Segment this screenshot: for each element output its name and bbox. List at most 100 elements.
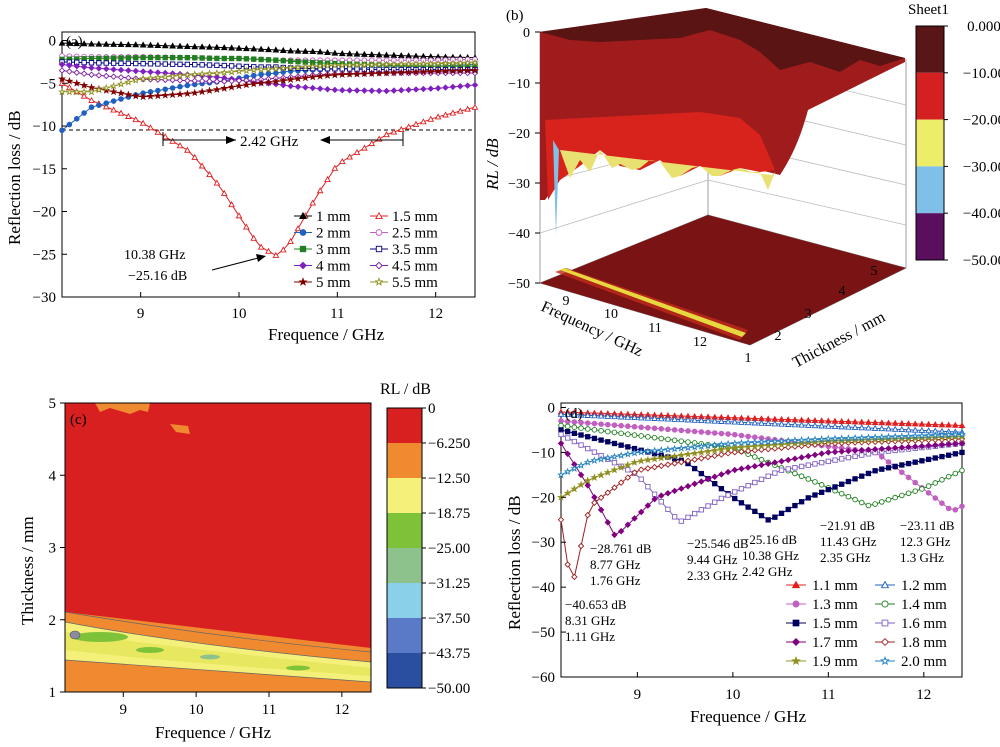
panel-a-data-point	[427, 115, 435, 122]
panel-d-data-point	[952, 470, 959, 477]
panel-a-data-point	[382, 68, 391, 77]
panel-d-data-point	[885, 496, 892, 503]
panel-a-xtick-label: 10	[232, 306, 247, 322]
panel-d-data-point	[938, 421, 946, 428]
panel-a-data-point	[147, 124, 154, 131]
panel-c-colorbar-label: −25.00	[428, 541, 470, 557]
panel-a-data-point	[323, 71, 332, 79]
panel-a-data-point	[375, 69, 383, 77]
panel-d-data-point	[959, 467, 965, 474]
panel-b-ztick-label: 0	[523, 26, 530, 41]
panel-a-data-point	[434, 59, 443, 68]
panel-d-data-point	[617, 479, 625, 486]
panel-d-data-point	[597, 455, 606, 463]
panel-d-data-point	[804, 421, 812, 428]
panel-a-data-point	[199, 62, 205, 68]
panel-a-min-arrowhead	[256, 254, 266, 262]
panel-a-data-point	[390, 87, 398, 94]
panel-d-data-point	[879, 466, 885, 472]
panel-a-data-point	[257, 45, 265, 52]
panel-a-legend-label: 4 mm	[316, 259, 351, 275]
panel-d-data-point	[618, 422, 624, 429]
panel-d-annotation-rl: −25.16 dB	[742, 532, 797, 547]
panel-d-data-point	[704, 447, 713, 455]
panel-d-annotation-bw: 2.42 GHz	[742, 564, 793, 579]
panel-d-ytick-label: 0	[548, 400, 556, 416]
panel-d-data-point	[931, 421, 939, 428]
panel-c-ytick-label: 4	[49, 468, 57, 484]
panel-a-data-point	[139, 74, 148, 83]
panel-d-data-point	[945, 452, 952, 458]
panel-a-data-point	[324, 48, 331, 56]
panel-d-data-point	[584, 420, 591, 426]
panel-a-data-point	[117, 40, 125, 48]
panel-d-ytick-label: −20	[532, 490, 555, 506]
panel-a-xtick-label: 9	[137, 306, 145, 322]
panel-d-data-point	[844, 436, 853, 444]
panel-a-data-point	[110, 106, 117, 113]
panel-d-data-point	[951, 432, 960, 441]
panel-d-data-point	[959, 449, 965, 456]
panel-a-data-point	[118, 55, 124, 61]
panel-b-colorbar-label: 0.000	[967, 19, 1000, 35]
panel-d-data-point	[878, 425, 886, 432]
panel-d-data-point	[752, 454, 758, 460]
panel-a-line-chart: 9 10 11 12 0 −5 −10 −15 −20 −25 −30 (a) 2.42 GHz 1…	[5, 31, 479, 344]
panel-d-data-point	[818, 450, 825, 457]
panel-d-data-point	[897, 434, 906, 443]
panel-d-data-point	[663, 452, 673, 461]
panel-d-data-point	[618, 442, 624, 448]
panel-a-data-point	[206, 55, 213, 61]
panel-a-data-point	[441, 59, 450, 67]
panel-a-data-point	[228, 63, 235, 69]
panel-d-data-point	[745, 482, 751, 489]
panel-d-data-point	[665, 436, 671, 443]
panel-a-legend-marker	[375, 211, 383, 220]
panel-a-data-point	[331, 86, 339, 94]
panel-d-data-point	[905, 420, 912, 427]
panel-d-data-point	[785, 506, 791, 513]
panel-b-colorbar-segment	[916, 166, 944, 214]
panel-a-data-point	[147, 61, 154, 67]
panel-d-data-point	[798, 463, 805, 470]
panel-a-data-point	[117, 74, 125, 81]
panel-a-data-point	[228, 55, 235, 62]
panel-a-data-point	[110, 55, 117, 61]
panel-d-data-point	[571, 411, 578, 418]
panel-a-data-point	[420, 85, 427, 93]
panel-d-data-point	[824, 422, 832, 429]
panel-b-ytick-label: 1	[745, 351, 752, 366]
panel-d-data-point	[771, 459, 779, 466]
panel-d-data-point	[697, 448, 706, 456]
panel-a-data-point	[442, 84, 449, 91]
panel-a-data-point	[140, 61, 146, 67]
panel-c-top-patch2	[170, 424, 190, 434]
panel-a-data-point	[96, 55, 102, 62]
panel-a-data-point	[228, 44, 235, 51]
panel-a-legend: 1 mm 1.5 mm 2 mm 2.5 mm 3 mm 3.5 mm 4 mm 4.5 mm…	[294, 209, 438, 291]
panel-d-data-point	[585, 434, 591, 440]
panel-d-data-point	[718, 430, 725, 437]
panel-d-data-point	[805, 495, 811, 501]
panel-d-data-point	[617, 451, 626, 459]
panel-a-data-point	[95, 40, 103, 47]
panel-c-ytick-label: 3	[49, 541, 57, 557]
panel-d-ytick-label: −40	[532, 580, 555, 596]
panel-c-colorbar-segment	[387, 653, 422, 688]
panel-d-data-point	[851, 423, 859, 430]
panel-a-ylabel: Reflection loss / dB	[5, 110, 24, 245]
panel-a-data-point	[87, 87, 96, 96]
panel-a-data-point	[184, 77, 191, 84]
panel-d-data-point	[825, 458, 831, 465]
panel-d-legend-marker	[792, 600, 800, 608]
panel-d-data-point	[671, 460, 678, 467]
panel-a-data-point	[389, 68, 398, 77]
panel-a-data-point	[190, 70, 199, 78]
panel-a-legend-marker	[375, 229, 383, 236]
panel-a-data-point	[316, 85, 324, 92]
panel-a-data-point	[73, 40, 81, 47]
panel-a-data-point	[383, 51, 390, 58]
panel-d-data-point	[610, 465, 619, 474]
panel-a-data-point	[66, 68, 73, 75]
panel-d-data-point	[871, 435, 880, 443]
